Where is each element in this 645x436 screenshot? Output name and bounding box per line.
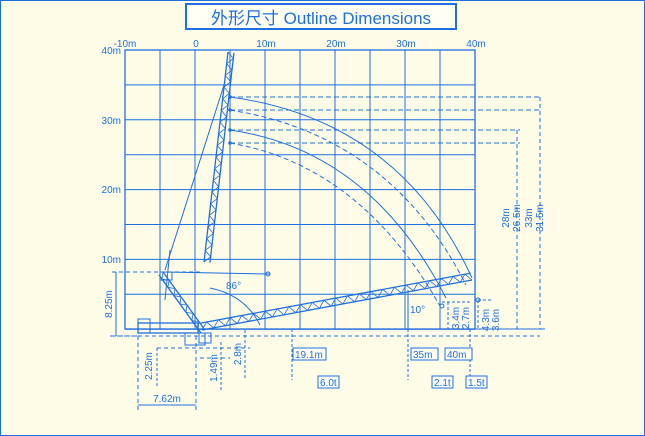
x-tick-label: 20m — [326, 39, 345, 50]
dim-label-3-4: 3.4m — [451, 307, 462, 329]
x-tick-label: 40m — [466, 39, 485, 50]
load-label: 1.5t — [468, 378, 485, 389]
mast-chord — [162, 271, 206, 331]
undercarriage — [184, 332, 206, 346]
x-tick-label: 10m — [256, 39, 275, 50]
x-tick-label: 0 — [193, 39, 199, 50]
mast-head — [159, 271, 173, 281]
backstay-line — [164, 81, 226, 271]
load-tag — [431, 375, 454, 389]
load-tag — [317, 375, 340, 389]
counterweight — [137, 318, 151, 334]
hook-point — [475, 297, 481, 303]
pendant-line — [164, 271, 271, 275]
radius-tag — [292, 347, 327, 361]
mast-lacing — [161, 271, 206, 331]
dim-label-2-8: 2.8m — [233, 343, 244, 365]
dim-label-1-49: 1.49m — [209, 354, 220, 382]
radius-tag — [444, 347, 473, 361]
crawler-body — [137, 322, 199, 334]
dim-label-7-62: 7.62m — [153, 394, 181, 405]
angle-label-86: 86° — [226, 281, 241, 292]
main-boom-lacing — [201, 273, 473, 331]
x-tick-label: -10m — [114, 39, 137, 50]
dim-label-31-5: 31.5m — [535, 204, 546, 232]
diagram-title: 外形尺寸 Outline Dimensions — [185, 3, 457, 30]
y-tick-label: 40m — [102, 46, 121, 57]
angle-86-arc — [209, 287, 261, 326]
radius-label: 40m — [447, 350, 466, 361]
dim-label-8-25: 8.25m — [104, 290, 115, 318]
dim-label-4-3: 4.3m — [481, 309, 492, 331]
dim-label-3-6: 3.6m — [491, 309, 502, 331]
radius-tag — [410, 347, 439, 361]
luffing-jib-chord — [209, 52, 235, 263]
load-label: 6.0t — [320, 378, 337, 389]
main-boom-chord — [201, 279, 473, 331]
y-tick-label: 10m — [102, 255, 121, 266]
y-tick-label: 30m — [102, 116, 121, 127]
cab — [198, 332, 212, 344]
dim-label-2-7: 2.7m — [461, 307, 472, 329]
jib-arc — [229, 109, 467, 286]
dim-label-28: 28m — [501, 208, 512, 227]
x-tick-label: 30m — [396, 39, 415, 50]
jib-arc — [229, 142, 441, 307]
angle-label-10: 10° — [410, 305, 425, 316]
hook-point — [439, 303, 445, 309]
jib-arc — [229, 96, 473, 279]
load-tag — [465, 375, 488, 389]
dim-label-33: 33m — [524, 208, 535, 227]
radius-label: 35m — [413, 350, 432, 361]
pendant-end — [265, 271, 271, 277]
dim-label-2-25: 2.25m — [144, 352, 155, 380]
y-tick-label: 20m — [102, 185, 121, 196]
load-label: 2.1t — [434, 378, 451, 389]
jib-arc — [229, 129, 447, 299]
dim-label-26-5: 26.5m — [512, 204, 523, 232]
strut-line — [164, 249, 171, 301]
luffing-jib-lacing — [203, 51, 234, 263]
radius-label: 19.1m — [295, 350, 323, 361]
